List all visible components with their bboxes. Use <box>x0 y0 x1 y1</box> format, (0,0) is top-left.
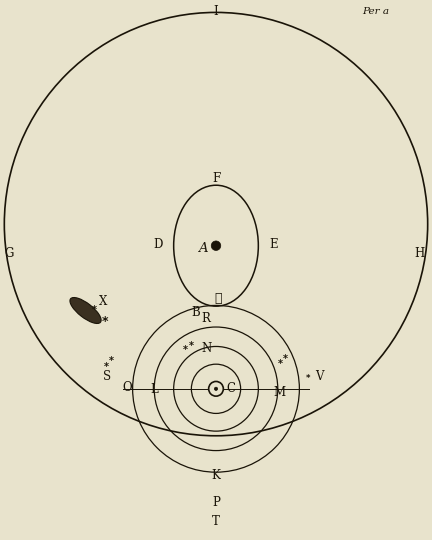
Text: B: B <box>191 306 200 319</box>
Text: T: T <box>212 515 220 528</box>
Text: D: D <box>153 238 162 251</box>
Circle shape <box>209 381 223 396</box>
Circle shape <box>214 387 218 390</box>
Text: ☽: ☽ <box>214 292 222 305</box>
Text: Per a: Per a <box>362 8 389 16</box>
Text: O: O <box>123 381 132 394</box>
Text: S: S <box>103 370 111 383</box>
Text: *: * <box>189 341 194 350</box>
Text: *: * <box>277 359 283 369</box>
Text: E: E <box>270 238 278 251</box>
Text: X: X <box>98 295 107 308</box>
Ellipse shape <box>70 298 101 323</box>
Text: G: G <box>5 247 14 260</box>
Text: *: * <box>283 354 288 363</box>
Text: M: M <box>273 386 285 399</box>
Text: A: A <box>198 242 208 255</box>
Text: *: * <box>182 345 187 355</box>
Text: F: F <box>212 172 220 185</box>
Text: H: H <box>414 247 424 260</box>
Text: V: V <box>315 370 324 383</box>
Text: C: C <box>227 382 235 395</box>
Circle shape <box>211 241 221 251</box>
Text: P: P <box>212 496 220 509</box>
Text: R: R <box>202 312 210 325</box>
Text: *: * <box>108 356 114 366</box>
Text: L: L <box>151 383 159 396</box>
Text: *: * <box>305 374 310 382</box>
Text: *: * <box>103 362 108 372</box>
Text: *: * <box>92 306 97 315</box>
Text: N: N <box>201 342 211 355</box>
Text: *: * <box>102 315 108 328</box>
Text: I: I <box>214 5 218 18</box>
Text: K: K <box>212 469 220 482</box>
